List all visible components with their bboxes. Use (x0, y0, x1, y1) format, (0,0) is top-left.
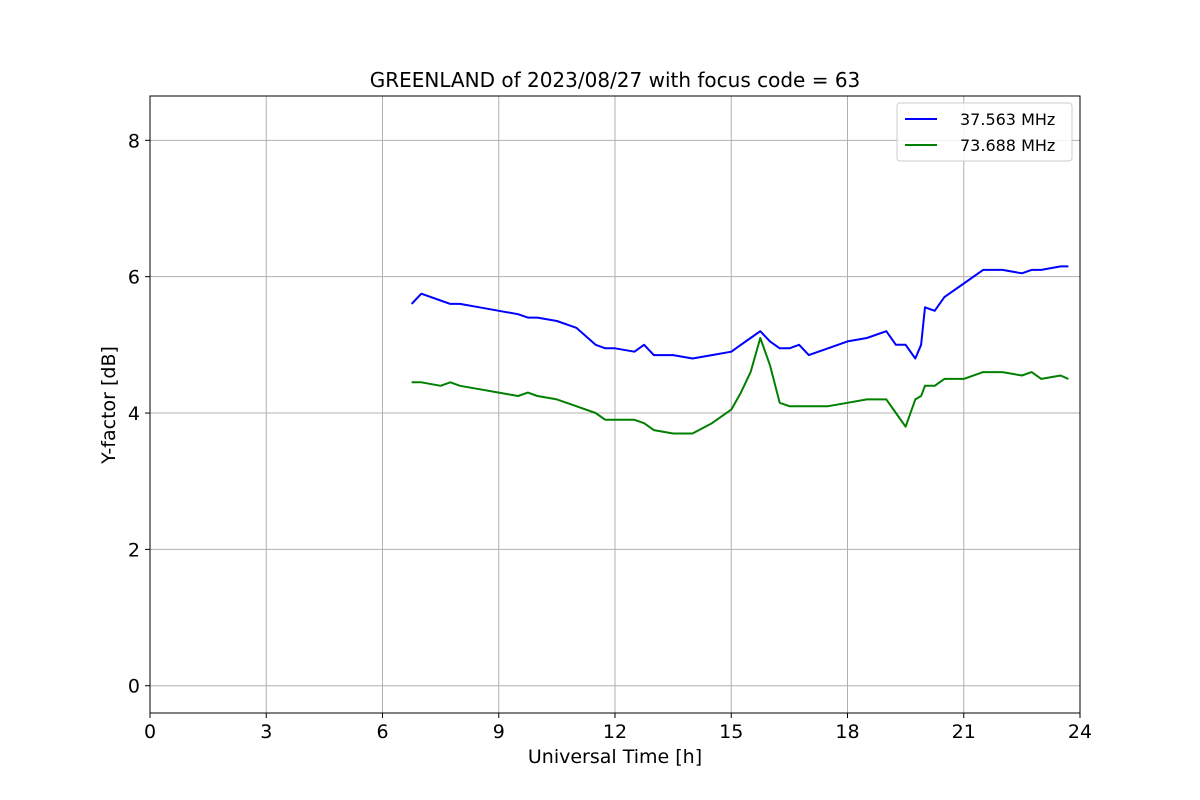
series-line-2 (411, 337, 1069, 435)
legend: 37.563 MHz 73.688 MHz (896, 102, 1073, 162)
y-tick-label: 6 (128, 267, 140, 289)
series-layer (410, 265, 1069, 435)
y-tick-label: 2 (128, 539, 140, 561)
legend-label-1: 37.563 MHz (960, 110, 1055, 129)
y-tick-label: 4 (128, 403, 140, 425)
legend-label-2: 73.688 MHz (960, 136, 1055, 155)
series-line-1 (410, 265, 1069, 360)
x-tick-label: 24 (1068, 721, 1092, 743)
x-tick-label: 12 (603, 721, 627, 743)
x-tick-label: 0 (144, 721, 156, 743)
x-axis-label: Universal Time [h] (528, 746, 702, 768)
x-tick-label: 9 (493, 721, 505, 743)
x-tick-label: 3 (260, 721, 272, 743)
chart-title: GREENLAND of 2023/08/27 with focus code … (370, 68, 861, 92)
x-tick-label: 15 (719, 721, 743, 743)
y-tick-label: 0 (128, 676, 140, 698)
y-axis-label: Y-factor [dB] (98, 346, 120, 465)
y-tick-label: 8 (128, 130, 140, 152)
x-tick-label: 21 (952, 721, 976, 743)
legend-box (896, 102, 1073, 162)
x-tick-label: 6 (376, 721, 388, 743)
x-tick-label: 18 (835, 721, 859, 743)
